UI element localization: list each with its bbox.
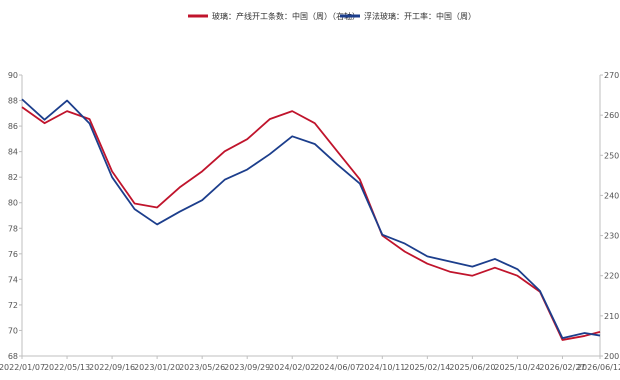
legend-label-red: 玻璃：产线开工条数：中国（周）（右轴） bbox=[212, 11, 360, 21]
right-tick-label: 270 bbox=[604, 71, 619, 80]
right-tick-label: 250 bbox=[604, 151, 619, 160]
right-tick-label: 230 bbox=[604, 232, 619, 241]
x-tick-label: 2023/01/20 bbox=[134, 363, 180, 372]
right-tick-label: 260 bbox=[604, 111, 619, 120]
right-y-axis-ticks: 200 210 220 230 240 250 260 270 bbox=[600, 71, 619, 361]
x-tick-label: 2025/06/20 bbox=[449, 363, 495, 372]
x-tick-label: 2024/02/02 bbox=[269, 363, 315, 372]
left-tick-label: 82 bbox=[8, 173, 18, 182]
right-tick-label: 220 bbox=[604, 272, 619, 281]
left-tick-label: 70 bbox=[8, 326, 18, 335]
x-tick-label: 2025/02/14 bbox=[404, 363, 450, 372]
left-y-axis-ticks: 68 70 72 74 76 78 80 82 84 86 88 90 bbox=[8, 71, 22, 361]
right-tick-label: 200 bbox=[604, 352, 619, 361]
x-tick-label: 2023/05/26 bbox=[179, 363, 225, 372]
left-tick-label: 90 bbox=[8, 71, 18, 80]
left-tick-label: 88 bbox=[8, 97, 18, 106]
series-line-operating-rate bbox=[21, 98, 601, 340]
series-line-production-lines bbox=[21, 106, 601, 341]
left-tick-label: 86 bbox=[8, 122, 18, 131]
x-tick-label: 2022/05/13 bbox=[44, 363, 90, 372]
x-tick-label: 2026/06/12 bbox=[577, 363, 620, 372]
left-tick-label: 74 bbox=[8, 275, 18, 284]
series-layer bbox=[21, 98, 601, 341]
x-tick-label: 2025/10/24 bbox=[494, 363, 540, 372]
x-tick-label: 2023/09/29 bbox=[224, 363, 270, 372]
right-tick-label: 240 bbox=[604, 191, 619, 200]
right-tick-label: 210 bbox=[604, 312, 619, 321]
left-tick-label: 76 bbox=[8, 250, 18, 259]
left-tick-label: 80 bbox=[8, 199, 18, 208]
left-tick-label: 72 bbox=[8, 301, 18, 310]
x-tick-label: 2026/02/27 bbox=[539, 363, 585, 372]
left-tick-label: 78 bbox=[8, 224, 18, 233]
legend-label-blue: 浮法玻璃：开工率：中国（周） bbox=[364, 11, 476, 21]
left-tick-label: 68 bbox=[8, 352, 18, 361]
left-tick-label: 84 bbox=[8, 148, 18, 157]
x-tick-label: 2022/09/16 bbox=[89, 363, 135, 372]
x-tick-label: 2024/10/11 bbox=[359, 363, 405, 372]
legend: 玻璃：产线开工条数：中国（周）（右轴） 浮法玻璃：开工率：中国（周） bbox=[188, 11, 476, 21]
x-axis-ticks: 2022/01/072022/05/132022/09/162023/01/20… bbox=[0, 356, 620, 372]
x-tick-label: 2024/06/07 bbox=[314, 363, 360, 372]
x-tick-label: 2022/01/07 bbox=[0, 363, 45, 372]
